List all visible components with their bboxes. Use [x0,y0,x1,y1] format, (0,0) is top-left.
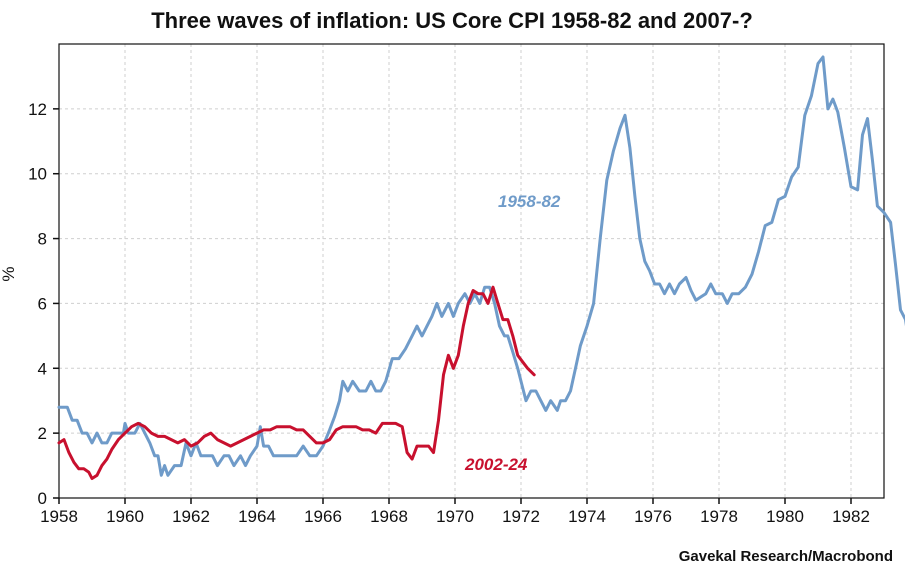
y-tick-label: 6 [38,294,47,313]
x-tick-label: 1974 [568,507,606,526]
x-tick-label: 1964 [238,507,276,526]
series-line-1958-82 [57,55,905,477]
x-tick-label: 1970 [436,507,474,526]
y-axis-label: % [0,266,18,281]
series-layer [57,55,905,480]
y-tick-label: 8 [38,230,47,249]
plot-frame [58,43,885,499]
x-tick-label: 1980 [766,507,804,526]
x-tick-label: 1960 [106,507,144,526]
y-tick-label: 12 [28,100,47,119]
chart-title: Three waves of inflation: US Core CPI 19… [151,8,753,33]
x-tick-label: 1968 [370,507,408,526]
source-label: Gavekal Research/Macrobond [679,548,893,565]
y-tick-label: 0 [38,489,47,508]
grid-layer [59,44,884,498]
x-tick-label: 1962 [172,507,210,526]
x-tick-label: 1966 [304,507,342,526]
y-tick-label: 10 [28,165,47,184]
x-tick-label: 1978 [700,507,738,526]
y-tick-label: 2 [38,424,47,443]
x-tick-label: 1976 [634,507,672,526]
x-tick-label: 1982 [832,507,870,526]
y-tick-label: 4 [38,359,47,378]
x-tick-label: 1972 [502,507,540,526]
series-label-1958-82: 1958-82 [498,192,561,211]
axis-layer: 1958 1960 1962 1964 1966 1968 1970 1972 1974 1976… [28,43,885,526]
x-tick-label: 1958 [40,507,78,526]
series-label-2002-24: 2002-24 [464,455,528,474]
series-line-2002-24 [57,285,536,480]
